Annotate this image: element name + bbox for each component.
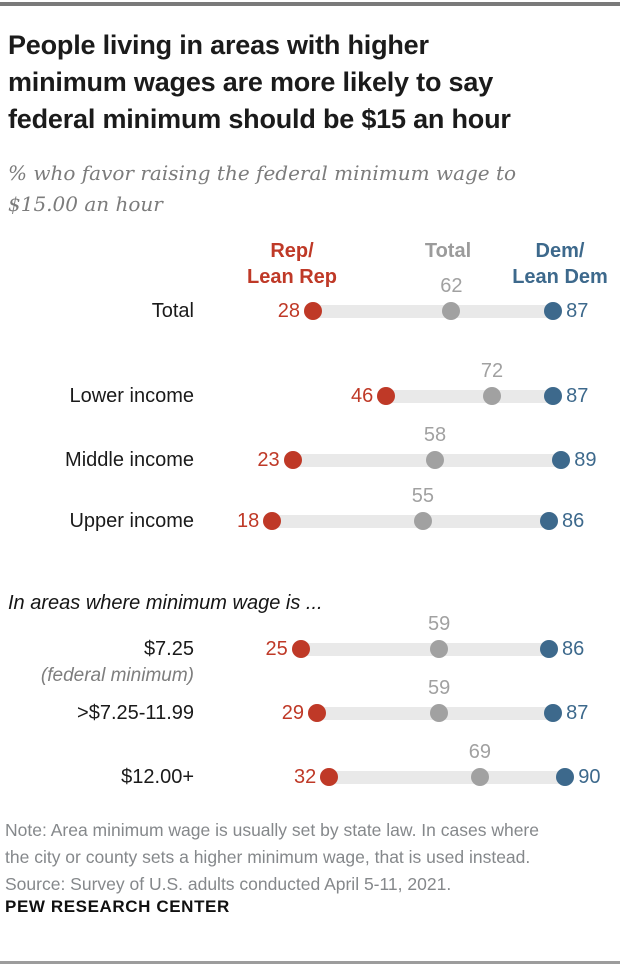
dem-value: 87	[566, 385, 589, 407]
legend-dem: Dem/ Lean Dem	[480, 238, 620, 290]
dem-value: 87	[566, 702, 589, 724]
row-label: Total	[151, 300, 194, 322]
dem-value: 90	[578, 766, 601, 788]
dem-dot	[544, 704, 563, 722]
total-value: 69	[468, 741, 491, 763]
rep-value: 46	[350, 385, 374, 407]
rep-value: 18	[237, 510, 260, 532]
chart-subtitle-line: % who favor raising the federal minimum …	[8, 161, 517, 185]
dumbbell-track	[291, 642, 559, 656]
rep-value: 32	[294, 766, 317, 788]
page-title-line: People living in areas with higher	[8, 30, 429, 60]
note-line: Source: Survey of U.S. adults conducted …	[5, 874, 452, 894]
total-value: 62	[440, 275, 463, 297]
total-value: 72	[480, 360, 504, 382]
dem-dot	[544, 387, 563, 405]
page-title-line: federal minimum should be $15 an hour	[8, 104, 511, 134]
note-line: the city or county sets a higher minimum…	[5, 847, 531, 867]
rep-value: 25	[265, 638, 288, 660]
legend-rep-line: Rep/	[270, 240, 314, 262]
rep-dot	[283, 451, 302, 469]
top-rule	[0, 2, 620, 6]
rep-value: 23	[257, 449, 280, 471]
dem-value: 86	[562, 638, 585, 660]
total-dot	[426, 451, 445, 469]
legend-rep: Rep/ Lean Rep	[212, 238, 372, 290]
row-sublabel: (federal minimum)	[40, 665, 194, 686]
rep-dot	[263, 512, 282, 530]
rep-value: 29	[281, 702, 305, 724]
legend-total-line: Total	[424, 240, 472, 262]
legend-rep-line: Lean Rep	[246, 266, 338, 288]
bottom-rule	[0, 961, 620, 964]
dumbbell-track	[320, 770, 575, 784]
row-label: $12.00+	[121, 766, 194, 788]
dem-dot	[556, 768, 575, 786]
total-dot	[442, 302, 461, 320]
source-branding: PEW RESEARCH CENTER	[5, 897, 230, 916]
dumbbell-track	[377, 389, 563, 403]
page-title-line: minimum wages are more likely to say	[8, 67, 494, 97]
chart-subtitle: % who favor raising the federal minimum …	[8, 158, 516, 220]
row-label: Middle income	[65, 449, 194, 471]
section-header: In areas where minimum wage is ...	[8, 592, 323, 614]
row-label: Lower income	[69, 385, 194, 407]
total-dot	[430, 704, 449, 722]
chart-subtitle-line: $15.00 an hour	[8, 192, 163, 216]
rep-dot	[303, 302, 322, 320]
total-dot	[430, 640, 449, 658]
dumbbell-track	[303, 304, 563, 318]
legend-dem-line: Dem/	[535, 240, 585, 262]
total-dot	[470, 768, 489, 786]
rep-value: 28	[277, 300, 300, 322]
note-text: Note: Area minimum wage is usually set b…	[5, 817, 539, 898]
dem-value: 89	[574, 449, 597, 471]
dem-dot	[552, 451, 571, 469]
total-value: 59	[428, 613, 451, 635]
page-title: People living in areas with higher minim…	[8, 27, 511, 138]
dem-dot	[540, 512, 559, 530]
rep-dot	[320, 768, 339, 786]
dem-value: 86	[562, 510, 585, 532]
rep-dot	[291, 640, 310, 658]
total-dot	[483, 387, 502, 405]
rep-dot	[377, 387, 396, 405]
dumbbell-track	[263, 514, 558, 528]
row-label: Upper income	[69, 510, 194, 532]
total-value: 59	[428, 677, 451, 699]
total-value: 55	[411, 485, 434, 507]
legend-total: Total	[398, 238, 498, 264]
dem-dot	[544, 302, 563, 320]
note-line: Note: Area minimum wage is usually set b…	[5, 820, 539, 840]
dem-dot	[540, 640, 559, 658]
legend-dem-line: Lean Dem	[512, 266, 608, 288]
row-label: >$7.25-11.99	[77, 702, 194, 724]
dem-value: 87	[566, 300, 589, 322]
total-value: 58	[423, 424, 447, 446]
total-dot	[413, 512, 432, 530]
row-label: $7.25	[143, 638, 194, 660]
rep-dot	[308, 704, 327, 722]
